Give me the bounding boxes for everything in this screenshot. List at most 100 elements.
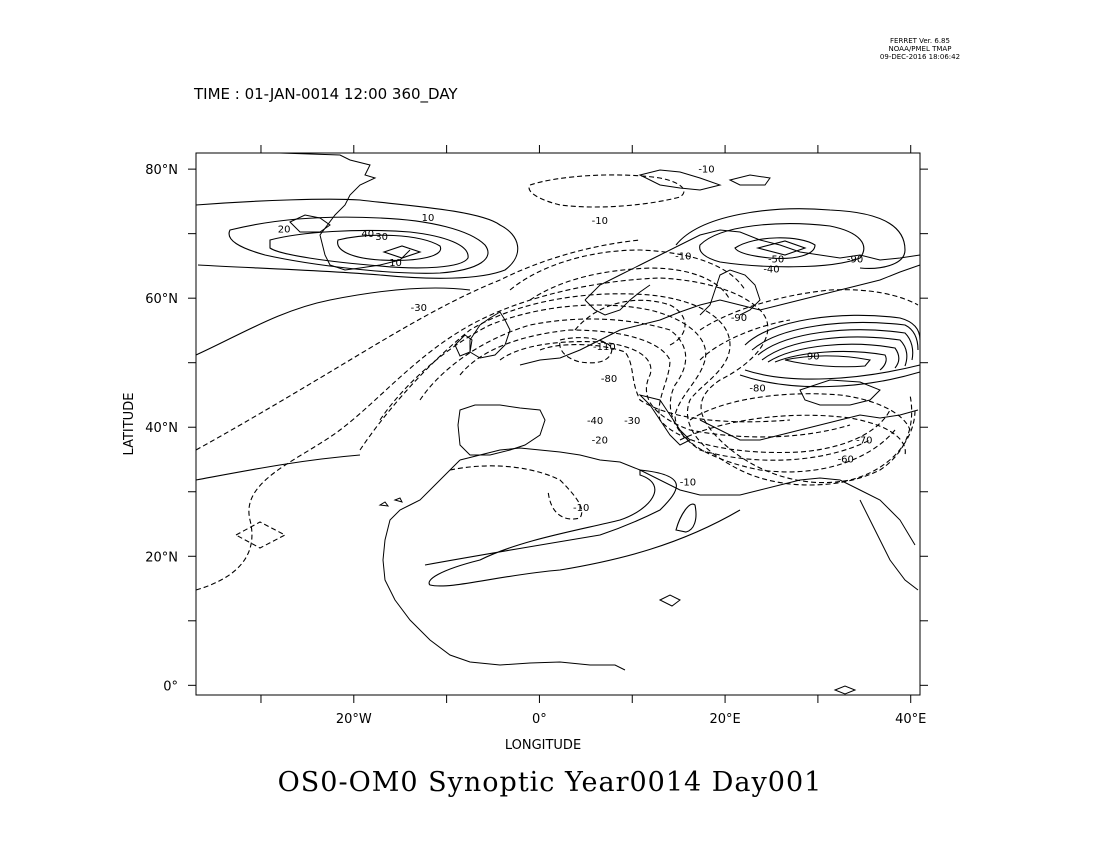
contour-dashed bbox=[459, 329, 891, 454]
contour-solid bbox=[195, 287, 471, 356]
contour-label: -30 bbox=[624, 416, 640, 427]
coastline-island bbox=[658, 594, 681, 607]
coastline-italy bbox=[638, 394, 691, 446]
contour-label: 90 bbox=[807, 351, 820, 362]
contour-label: -60 bbox=[838, 455, 854, 466]
coastline-arctic bbox=[638, 169, 722, 191]
contour-dashed bbox=[419, 318, 871, 461]
coastline-ireland bbox=[454, 334, 473, 357]
contour-dashed bbox=[559, 337, 613, 364]
contour-label: -110 bbox=[593, 342, 616, 353]
contour-solid bbox=[761, 336, 908, 367]
plot-frame bbox=[195, 152, 921, 696]
x-tick-label: 40°E bbox=[895, 712, 926, 727]
ferret-version-stamp: FERRET Ver. 6.85 NOAA/PMEL TMAP 09-DEC-2… bbox=[840, 37, 1000, 61]
contour-dashed bbox=[699, 289, 919, 331]
contour-solid bbox=[751, 322, 919, 351]
coastline-greece-turkey bbox=[699, 409, 919, 441]
coastline-baltic bbox=[699, 269, 761, 316]
coastline-black-sea bbox=[799, 379, 881, 406]
coastline-scandinavia bbox=[584, 229, 921, 301]
contour-dashed bbox=[449, 465, 583, 520]
contour-label: -80 bbox=[749, 384, 765, 395]
contour-dashed bbox=[379, 304, 896, 473]
contour-label: -80 bbox=[601, 374, 617, 385]
x-tick-label: 20°W bbox=[336, 712, 372, 727]
x-tick-label: 0° bbox=[532, 712, 547, 727]
coastline-europe bbox=[519, 264, 921, 366]
y-tick-label: 0° bbox=[163, 679, 178, 694]
contour-solid bbox=[784, 355, 872, 368]
contour-label: -10 bbox=[680, 477, 696, 488]
contour-solid bbox=[767, 343, 900, 369]
contour-solid bbox=[337, 234, 442, 261]
contour-label: 30 bbox=[375, 232, 388, 243]
contour-label: -10 bbox=[698, 164, 714, 175]
stamp-line-org: NOAA/PMEL TMAP bbox=[888, 45, 952, 53]
coastline-canary bbox=[378, 497, 403, 507]
coastline-west-africa bbox=[382, 459, 626, 671]
contour-solid bbox=[744, 314, 921, 346]
contour-lines bbox=[195, 174, 921, 591]
coastline-iberia bbox=[457, 404, 546, 456]
coastline-north-africa bbox=[459, 447, 916, 546]
contour-label: -50 bbox=[768, 255, 784, 266]
y-tick-label: 80°N bbox=[145, 163, 178, 178]
contour-label: -40 bbox=[587, 416, 603, 427]
contour-label: -90 bbox=[847, 255, 863, 266]
contour-label: -10 bbox=[675, 251, 691, 262]
y-tick-label: 20°N bbox=[145, 550, 178, 565]
contour-label: -20 bbox=[592, 435, 608, 446]
contour-solid bbox=[382, 245, 422, 259]
y-axis-label: LATITUDE bbox=[122, 393, 137, 456]
contour-dashed bbox=[528, 174, 685, 208]
coastlines bbox=[279, 152, 921, 695]
x-axis-label: LONGITUDE bbox=[505, 738, 581, 753]
contour-solid bbox=[675, 503, 697, 533]
contour-label: -10 bbox=[573, 503, 589, 514]
axes: 20°W 0° 20°E 40°E 0° 20°N 40°N 60°N 80°N LONGITUD… bbox=[122, 145, 928, 753]
x-tick-label: 20°E bbox=[709, 712, 740, 727]
contour-dashed bbox=[499, 341, 851, 438]
contour-dashed bbox=[195, 277, 916, 591]
coastline-norway bbox=[584, 284, 651, 316]
contour-dashed bbox=[195, 239, 641, 451]
contour-solid bbox=[757, 329, 914, 361]
contour-label: -30 bbox=[411, 303, 427, 314]
map-frame bbox=[195, 152, 921, 696]
contour-solid bbox=[195, 198, 519, 279]
contour-label: 20 bbox=[278, 224, 291, 235]
contour-solid bbox=[739, 371, 921, 388]
plot-title: OS0-OM0 Synoptic Year0014 Day001 bbox=[277, 767, 823, 798]
coastline-island bbox=[833, 685, 857, 695]
coastline-arctic bbox=[728, 174, 771, 186]
contour-dashed bbox=[539, 344, 791, 423]
stamp-line-version: FERRET Ver. 6.85 bbox=[890, 37, 950, 45]
contour-label: -90 bbox=[731, 313, 747, 324]
contour-dashed bbox=[529, 267, 731, 301]
contour-label: -70 bbox=[856, 435, 872, 446]
contour-solid bbox=[774, 350, 887, 371]
contour-solid bbox=[699, 223, 865, 268]
contour-label: 10 bbox=[389, 258, 402, 269]
coastline-iceland bbox=[289, 214, 331, 233]
contour-dashed bbox=[699, 319, 791, 361]
y-tick-label: 60°N bbox=[145, 292, 178, 307]
coastline-british-isles bbox=[469, 311, 511, 359]
contour-solid bbox=[424, 469, 741, 587]
contour-solid bbox=[195, 454, 361, 481]
contour-solid bbox=[675, 208, 906, 269]
y-tick-label: 40°N bbox=[145, 421, 178, 436]
contour-solid bbox=[744, 364, 921, 380]
stamp-line-date: 09-DEC-2016 18:06:42 bbox=[879, 53, 961, 61]
coastline-greenland bbox=[279, 152, 411, 271]
contour-dashed bbox=[679, 414, 906, 456]
contour-dashed bbox=[574, 299, 686, 346]
contour-dashed bbox=[234, 521, 287, 549]
contour-dashed bbox=[689, 393, 911, 431]
contour-dashed bbox=[509, 249, 746, 291]
contour-solid bbox=[755, 240, 807, 256]
contour-label: 10 bbox=[422, 213, 435, 224]
